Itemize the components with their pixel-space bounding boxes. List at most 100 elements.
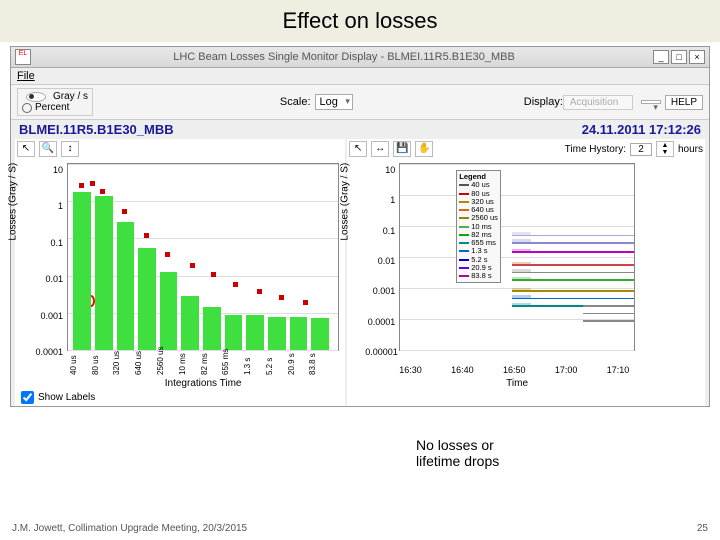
scale-label: Scale: bbox=[280, 96, 311, 108]
show-labels-checkbox[interactable] bbox=[21, 391, 34, 404]
xtick: 1.3 s bbox=[243, 358, 252, 375]
left-xaxis-title: Integrations Time bbox=[165, 378, 242, 389]
data-point bbox=[100, 189, 105, 194]
bar bbox=[138, 248, 156, 350]
display-field[interactable]: Acquisition bbox=[563, 95, 633, 110]
data-point bbox=[122, 209, 127, 214]
data-point bbox=[257, 289, 262, 294]
radio-percent-label: Percent bbox=[35, 102, 69, 113]
xtick: 5.2 s bbox=[265, 358, 274, 375]
xtick: 17:10 bbox=[607, 365, 630, 375]
bar bbox=[117, 222, 135, 350]
help-button[interactable]: HELP bbox=[665, 95, 703, 110]
toolbar: Gray / s Percent Scale: Log Display: Acq… bbox=[11, 85, 709, 120]
tool-cursor-icon[interactable]: ↖ bbox=[17, 141, 35, 157]
ytick: 0.001 bbox=[33, 311, 63, 321]
annotation-text: No losses or lifetime drops bbox=[412, 435, 503, 471]
bar bbox=[181, 296, 199, 350]
data-point bbox=[303, 300, 308, 305]
xtick: 2560 us bbox=[156, 347, 165, 375]
data-point bbox=[144, 233, 149, 238]
bar bbox=[95, 196, 113, 350]
time-history-label: Time Hystory: bbox=[565, 144, 626, 155]
xtick: 80 us bbox=[91, 355, 100, 375]
xtick: 640 us bbox=[134, 351, 143, 375]
right-ylabel: Losses (Gray / S) bbox=[340, 163, 351, 241]
timestamp: 24.11.2011 17:12:26 bbox=[582, 122, 701, 137]
time-history-unit: hours bbox=[678, 144, 703, 155]
tool-zoom-icon[interactable]: 🔍 bbox=[39, 141, 57, 157]
show-labels-text: Show Labels bbox=[38, 392, 95, 403]
menu-file[interactable]: File bbox=[17, 70, 35, 82]
footer-left: J.M. Jowett, Collimation Upgrade Meeting… bbox=[12, 523, 247, 534]
ytick: 0.00001 bbox=[365, 347, 395, 357]
left-plot-area bbox=[67, 163, 339, 351]
data-point bbox=[165, 252, 170, 257]
ytick: 0.01 bbox=[33, 274, 63, 284]
legend-item: 83.8 s bbox=[459, 272, 498, 280]
right-chart-body: Losses (Gray / S) 1010.10.010.0010.00010… bbox=[347, 159, 705, 389]
ytick: 0.0001 bbox=[365, 317, 395, 327]
data-point bbox=[279, 295, 284, 300]
tool-reset-icon[interactable]: ↕ bbox=[61, 141, 79, 157]
left-ylabel: Losses (Gray / S) bbox=[8, 163, 19, 241]
xtick: 655 ms bbox=[221, 349, 230, 375]
ytick: 1 bbox=[365, 195, 395, 205]
scale-select[interactable]: Log bbox=[315, 94, 353, 110]
close-button[interactable]: × bbox=[689, 50, 705, 64]
xtick: 82 ms bbox=[200, 353, 209, 375]
ytick: 0.1 bbox=[33, 238, 63, 248]
titlebar: EL LHC Beam Losses Single Monitor Displa… bbox=[11, 47, 709, 68]
xtick: 40 us bbox=[69, 355, 78, 375]
data-point bbox=[90, 181, 95, 186]
right-xaxis-title: Time bbox=[506, 378, 528, 389]
minimize-button[interactable]: _ bbox=[653, 50, 669, 64]
tool-save-icon[interactable]: 💾 bbox=[393, 141, 411, 157]
xtick: 20.9 s bbox=[287, 353, 296, 375]
app-window: EL LHC Beam Losses Single Monitor Displa… bbox=[10, 46, 710, 407]
footer: J.M. Jowett, Collimation Upgrade Meeting… bbox=[12, 523, 708, 534]
radio-gray[interactable] bbox=[26, 92, 46, 102]
ytick: 10 bbox=[365, 165, 395, 175]
bar bbox=[160, 272, 178, 350]
bar bbox=[290, 317, 308, 350]
footer-page: 25 bbox=[697, 523, 708, 534]
radio-percent[interactable] bbox=[22, 103, 32, 113]
xtick: 16:30 bbox=[399, 365, 422, 375]
data-point bbox=[190, 263, 195, 268]
bar bbox=[311, 318, 329, 350]
bar bbox=[203, 307, 221, 350]
ytick: 1 bbox=[33, 201, 63, 211]
bar bbox=[73, 192, 91, 350]
right-plot-area: Legend40 us80 us320 us640 us2560 us10 ms… bbox=[399, 163, 635, 351]
right-chart-toolbar: ↖ ↔ 💾 ✋ Time Hystory: ▲▼ hours bbox=[347, 139, 705, 159]
show-labels-row: Show Labels bbox=[15, 389, 345, 406]
bar bbox=[246, 315, 264, 350]
tool-cursor-icon[interactable]: ↖ bbox=[349, 141, 367, 157]
data-point bbox=[211, 272, 216, 277]
data-point bbox=[233, 282, 238, 287]
xtick: 17:00 bbox=[555, 365, 578, 375]
data-point bbox=[79, 183, 84, 188]
left-chart-toolbar: ↖ 🔍 ↕ bbox=[15, 139, 345, 159]
xtick: 10 ms bbox=[178, 353, 187, 375]
left-chart-body: Losses (Gray / S) 1010.10.010.0010.0001 … bbox=[15, 159, 345, 389]
display-label: Display: bbox=[524, 96, 563, 108]
bar bbox=[268, 317, 286, 350]
time-history-stepper[interactable]: ▲▼ bbox=[656, 141, 674, 157]
time-history-input[interactable] bbox=[630, 143, 652, 156]
tool-scroll-icon[interactable]: ↔ bbox=[371, 141, 389, 157]
tool-hand-icon[interactable]: ✋ bbox=[415, 141, 433, 157]
ytick: 0.001 bbox=[365, 286, 395, 296]
radio-gray-label: Gray / s bbox=[53, 91, 88, 102]
legend-box: Legend40 us80 us320 us640 us2560 us10 ms… bbox=[456, 170, 501, 283]
slide-title: Effect on losses bbox=[0, 0, 720, 42]
maximize-button[interactable]: □ bbox=[671, 50, 687, 64]
ytick: 0.01 bbox=[365, 256, 395, 266]
monitor-id: BLMEI.11R5.B1E30_MBB bbox=[19, 122, 174, 137]
xtick: 83.8 s bbox=[308, 353, 317, 375]
left-chart-panel: ↖ 🔍 ↕ Losses (Gray / S) 1010.10.010.0010… bbox=[15, 139, 345, 406]
menubar: File bbox=[11, 68, 709, 85]
display-select[interactable] bbox=[641, 100, 661, 104]
unit-radio-group: Gray / s Percent bbox=[17, 88, 93, 116]
